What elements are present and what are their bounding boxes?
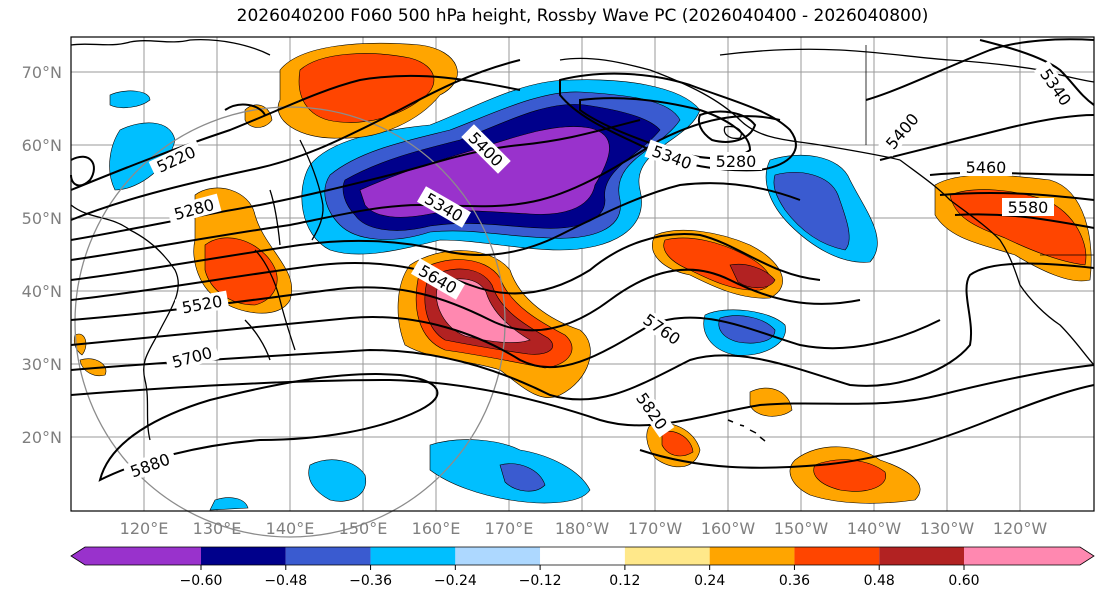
colorbar-tick-label: −0.12	[519, 573, 562, 589]
lon-label: 160°W	[701, 519, 756, 538]
lat-label: 50°N	[22, 209, 62, 228]
contour-label: 5580	[1008, 198, 1049, 217]
lon-label: 120°E	[120, 519, 169, 538]
colorbar-tick-label: 0.24	[694, 573, 725, 589]
colorbar-tick-label: −0.48	[264, 573, 307, 589]
lon-label: 150°E	[339, 519, 388, 538]
lon-label: 140°E	[266, 519, 315, 538]
colorbar-swatch	[879, 547, 964, 565]
pos-blob-midpac-max	[729, 263, 776, 289]
colorbar: −0.60 −0.48 −0.36 −0.24 −0.12 0.12 0.24 0.36 0.4…	[70, 546, 1095, 589]
colorbar-tick-label: 0.48	[864, 573, 895, 589]
neg-blob-west-small	[109, 90, 151, 109]
lat-label: 30°N	[22, 355, 62, 374]
colorbar-swatch	[285, 547, 371, 565]
colorbar-tick-label: 0.60	[948, 573, 979, 589]
colorbar-swatch	[540, 547, 625, 565]
lon-label: 170°E	[485, 519, 534, 538]
lon-label: 130°W	[920, 519, 975, 538]
map-frame	[70, 36, 1095, 512]
neg-blob-east-core	[773, 172, 850, 251]
contour-label: 5460	[966, 158, 1007, 177]
colorbar-swatch	[964, 547, 1094, 565]
colorbar-tick-label: 0.12	[609, 573, 640, 589]
neg-blob-south-2	[308, 459, 367, 502]
colorbar-swatch	[370, 547, 456, 565]
pos-blob-small-2-core	[661, 430, 694, 457]
contour-label: 5280	[716, 152, 757, 171]
domain-circle	[74, 106, 506, 538]
lon-label: 170°W	[628, 519, 683, 538]
chart-title: 2026040200 F060 500 hPa height, Rossby W…	[236, 6, 929, 26]
lon-label: 130°E	[193, 519, 242, 538]
longitude-labels: 120°E 130°E 140°E 150°E 160°E 170°E 180°…	[120, 519, 1048, 538]
lon-label: 180°W	[555, 519, 610, 538]
lon-label: 140°W	[847, 519, 902, 538]
height-contours	[70, 38, 1095, 482]
colorbar-swatch	[794, 547, 880, 565]
colorbar-swatch	[455, 547, 541, 565]
pos-blob-small-1	[749, 387, 793, 417]
colorbar-tick-label: −0.60	[180, 573, 223, 589]
colorbar-swatch	[624, 547, 710, 565]
neg-blob-south-1-core	[499, 463, 546, 492]
lat-label: 70°N	[22, 63, 62, 82]
neg-blob-west	[109, 122, 176, 191]
latitude-labels: 70°N 60°N 50°N 40°N 30°N 20°N	[22, 63, 62, 447]
lon-label: 120°W	[993, 519, 1048, 538]
lat-label: 60°N	[22, 136, 62, 155]
neg-blob-hawaii-core	[718, 315, 776, 344]
colorbar-tick-label: 0.36	[779, 573, 810, 589]
colorbar-swatch	[709, 547, 795, 565]
lat-label: 20°N	[22, 428, 62, 447]
colorbar-swatch	[201, 547, 286, 565]
lat-label: 40°N	[22, 282, 62, 301]
colorbar-tick-label: −0.24	[434, 573, 477, 589]
neg-blob-south-3	[209, 497, 249, 511]
colorbar-tick-label: −0.36	[349, 573, 392, 589]
coastlines	[70, 39, 1095, 442]
colorbar-outline	[70, 546, 1095, 566]
lon-label: 160°E	[412, 519, 461, 538]
colorbar-swatch	[71, 547, 201, 565]
lon-label: 150°W	[774, 519, 829, 538]
